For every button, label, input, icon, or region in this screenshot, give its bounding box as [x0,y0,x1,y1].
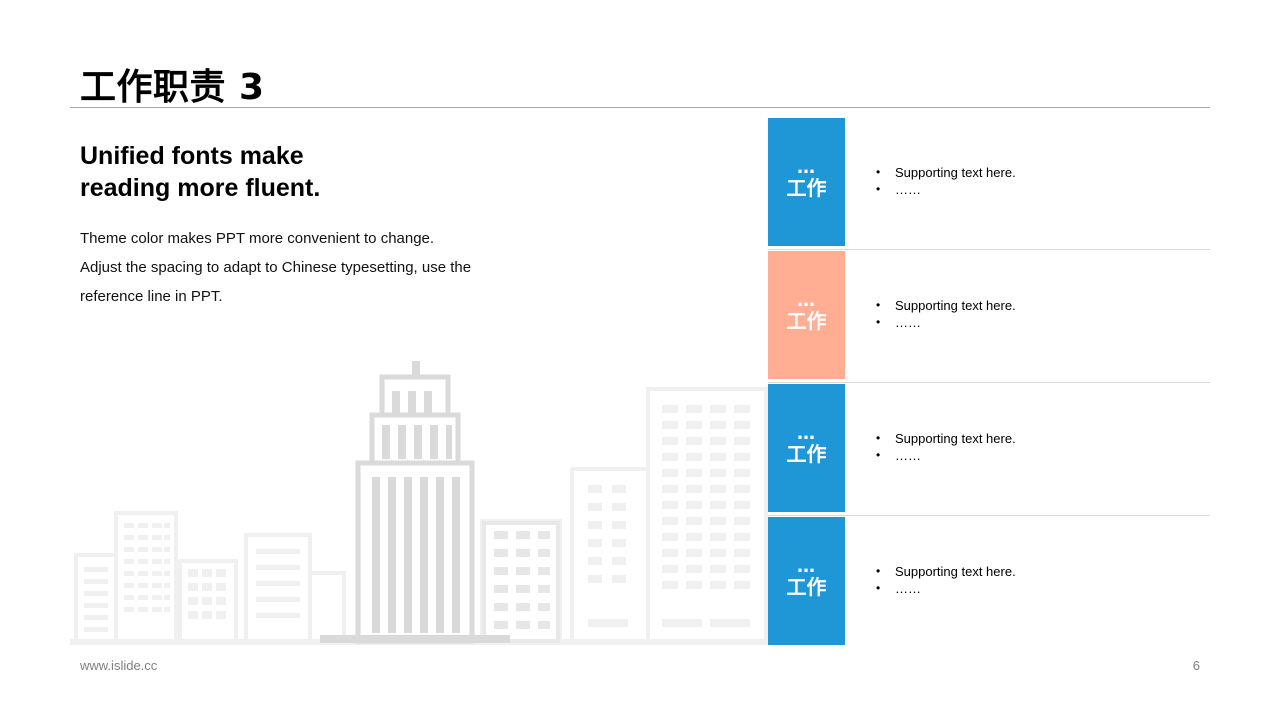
row-divider [768,249,1210,250]
list-item: Supporting text here. [876,430,1016,447]
row-1-label: 工作 [786,176,827,200]
headline: Unified fonts make reading more fluent. [80,140,500,204]
row-3-ellipsis: … [797,423,816,444]
body-line-1: Theme color makes PPT more convenient to… [80,230,435,247]
footer-url[interactable]: www.islide.cc [80,658,158,673]
row-2-ellipsis: … [797,290,816,311]
list-item: …… [876,580,1016,597]
list-item: Supporting text here. [876,297,1016,314]
row-2-label: 工作 [786,309,827,333]
row-2-badge: … 工作 [768,251,845,379]
row-1-ellipsis: … [797,157,816,178]
list-item: Supporting text here. [876,563,1016,580]
body-line-3: reference line in PPT. [80,288,223,305]
city-skyline-illustration [70,361,770,645]
list-item: …… [876,314,1016,331]
list-item: …… [876,447,1016,464]
duty-row-4: … 工作 Supporting text here. …… [768,517,1210,647]
duty-row-3: … 工作 Supporting text here. …… [768,384,1210,514]
row-4-badge: … 工作 [768,517,845,645]
row-divider [768,382,1210,383]
page-number: 6 [1192,658,1200,673]
duty-row-2: … 工作 Supporting text here. …… [768,251,1210,381]
list-item: Supporting text here. [876,164,1016,181]
headline-line-2: reading more fluent. [80,174,321,202]
list-item: …… [876,181,1016,198]
row-divider [768,515,1210,516]
title-divider [70,107,1210,108]
row-1-bullet-list: Supporting text here. …… [876,164,1016,198]
row-1-badge: … 工作 [768,118,845,246]
row-2-bullet-list: Supporting text here. …… [876,297,1016,331]
body-text: Theme color makes PPT more convenient to… [80,224,550,311]
row-4-bullet-list: Supporting text here. …… [876,563,1016,597]
row-3-bullet-list: Supporting text here. …… [876,430,1016,464]
row-4-ellipsis: … [797,556,816,577]
duty-row-1: … 工作 Supporting text here. …… [768,118,1210,248]
body-line-2: Adjust the spacing to adapt to Chinese t… [80,259,472,276]
slide-title: 工作职责 3 [80,67,265,108]
headline-line-1: Unified fonts make [80,142,304,170]
row-3-label: 工作 [786,442,827,466]
row-3-badge: … 工作 [768,384,845,512]
row-4-label: 工作 [786,575,827,599]
